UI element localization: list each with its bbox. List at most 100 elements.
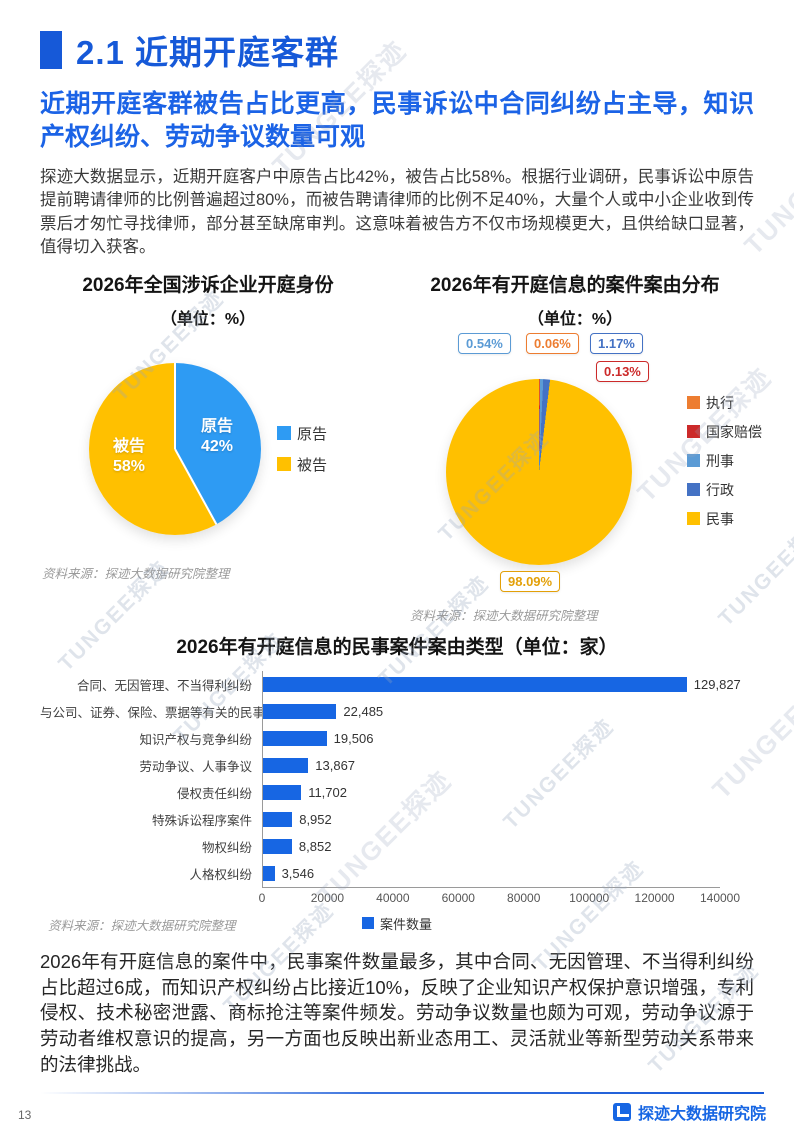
- bar-chart-title: 2026年有开庭信息的民事案件案由类型（单位：家）: [176, 636, 618, 658]
- tungee-logo-icon: [612, 1103, 631, 1121]
- bar-category-label: 知识产权与竞争纠纷: [139, 732, 252, 747]
- pie2-callout-2: 1.17%: [590, 332, 643, 354]
- legend-swatch: [687, 512, 700, 526]
- pie1-unit-label: （单位：%）: [160, 310, 256, 328]
- brand-name: 探迹大数据研究院: [637, 1106, 766, 1123]
- bar-source-note: 资料来源：探迹大数据研究院整理: [48, 918, 236, 933]
- bar-fill: [263, 811, 293, 827]
- intro-paragraph: 探迹大数据显示，近期开庭客户中原告占比42%，被告占比58%。根据行业调研，民事…: [40, 168, 754, 257]
- legend-label: 被告: [296, 456, 327, 474]
- pie2-source-note: 资料来源：探迹大数据研究院整理: [410, 608, 598, 623]
- bar-row: 劳动争议、人事争议 13,867: [40, 751, 754, 779]
- page-subtitle: 近期开庭客群被告占比更高，民事诉讼中合同纠纷占主导，知识产权纠纷、劳动争议数量可…: [40, 90, 754, 151]
- bar-track: 3,546: [262, 859, 720, 887]
- legend-label: 民事: [706, 510, 734, 527]
- bar-category-label: 特殊诉讼程序案件: [151, 813, 252, 828]
- bar-fill: [263, 703, 337, 719]
- bar-value-label: 8,952: [299, 811, 332, 827]
- legend-item-被告: 被告: [276, 454, 327, 475]
- bar-value-label: 3,546: [281, 865, 315, 881]
- bar-category-label: 人格权纠纷: [189, 867, 252, 882]
- bar-category-label: 侵权责任纠纷: [176, 786, 252, 801]
- legend-label: 执行: [706, 394, 734, 411]
- bar-fill: [263, 676, 687, 692]
- bar-chart-x-axis: 0 20000 40000 60000 80000 100000 120000 140000: [258, 886, 740, 905]
- footer-rule: [40, 1092, 764, 1094]
- bar-row: 合同、无因管理、不当得利纠纷 129,827: [40, 670, 754, 698]
- page-header: 2.1 近期开庭客群 近期开庭客群被告占比更高，民事诉讼中合同纠纷占主导，知识产…: [0, 0, 794, 154]
- bar-value-label: 11,702: [308, 784, 347, 800]
- pie2-callout-4: 98.09%: [500, 570, 561, 592]
- x-axis-tick: 80000: [507, 890, 541, 905]
- bar-value-label: 22,485: [343, 703, 384, 719]
- closing-paragraph: 2026年有开庭信息的案件中，民事案件数量最多，其中合同、无因管理、不当得利纠纷…: [40, 950, 754, 1076]
- civil-case-bar-chart-section: 2026年有开庭信息的民事案件案由类型（单位：家） 合同、无因管理、不当得利纠纷…: [40, 632, 754, 935]
- brand-block: 探迹大数据研究院: [612, 1100, 766, 1124]
- legend-item-执行: 执行: [687, 393, 762, 413]
- legend-item-行政: 行政: [687, 480, 762, 500]
- pie-charts-section: 2026年全国涉诉企业开庭身份 （单位：%） 原告 42% 被告 58% 原告被…: [32, 270, 766, 624]
- bar-category-label: 劳动争议、人事争议: [139, 759, 252, 774]
- legend-label: 原告: [296, 425, 327, 443]
- bar-row: 知识产权与竞争纠纷 19,506: [40, 724, 754, 752]
- pie1-legend: 原告 被告: [276, 423, 327, 475]
- pie1-title: 2026年全国涉诉企业开庭身份: [82, 274, 334, 296]
- bar-row: 与公司、证券、保险、票据等有关的民事纠纷 22,485: [40, 697, 754, 725]
- x-axis-tick: 0: [258, 890, 266, 905]
- pie2-callout-0: 0.54%: [458, 332, 511, 354]
- bar-row: 特殊诉讼程序案件 8,952: [40, 805, 754, 833]
- legend-label: 国家赔偿: [706, 423, 762, 440]
- legend-item-国家赔偿: 国家赔偿: [687, 422, 762, 442]
- legend-item-刑事: 刑事: [687, 451, 762, 471]
- pie2-callout-3: 0.13%: [596, 360, 649, 382]
- page-number: 13: [18, 1108, 32, 1122]
- pie2-unit-label: （单位：%）: [527, 310, 623, 328]
- pie2-plot-area: 执行国家赔偿刑事行政民事 0.54% 0.06% 1.17% 0.13% 98.09%: [384, 332, 766, 601]
- x-axis-tick: 60000: [441, 890, 475, 905]
- case-cause-pie-chart: [446, 378, 632, 565]
- identity-pie-block: 2026年全国涉诉企业开庭身份 （单位：%） 原告 42% 被告 58% 原告被…: [32, 270, 384, 624]
- x-axis-tick: 100000: [569, 890, 610, 905]
- bar-fill: [263, 784, 302, 800]
- bar-fill: [263, 838, 292, 854]
- bar-category-label: 合同、无因管理、不当得利纠纷: [76, 678, 252, 693]
- pie2-callout-1: 0.06%: [526, 332, 579, 354]
- pie2-legend: 执行国家赔偿刑事行政民事: [687, 393, 762, 529]
- bar-row: 物权纠纷 8,852: [40, 832, 754, 860]
- legend-swatch: [687, 396, 700, 410]
- legend-swatch: [276, 426, 291, 441]
- bar-value-label: 129,827: [693, 676, 741, 692]
- bar-track: 11,702: [262, 778, 720, 806]
- bar-row: 侵权责任纠纷 11,702: [40, 778, 754, 806]
- legend-swatch: [276, 457, 291, 472]
- x-axis-tick: 20000: [310, 890, 345, 905]
- plaintiff-defendant-pie-chart: 原告 42% 被告 58%: [88, 362, 261, 535]
- x-axis-tick: 120000: [634, 890, 675, 905]
- bar-value-label: 8,852: [298, 838, 332, 854]
- bar-track: 22,485: [262, 697, 720, 725]
- legend-swatch: [687, 454, 700, 468]
- bar-row: 人格权纠纷 3,546: [40, 859, 754, 887]
- bar-track: 19,506: [262, 724, 720, 752]
- bar-chart-footer: 资料来源：探迹大数据研究院整理 案件数量: [40, 913, 754, 935]
- bar-chart-legend: 案件数量: [361, 914, 433, 933]
- x-axis-tick: 40000: [376, 890, 410, 905]
- bar-category-label: 与公司、证券、保险、票据等有关的民事纠纷: [40, 705, 262, 720]
- bar-value-label: 19,506: [333, 730, 374, 746]
- page-footer: 13 探迹大数据研究院: [0, 1092, 794, 1126]
- cause-distribution-pie-block: 2026年有开庭信息的案件案由分布 （单位：%） 执行国家赔偿刑事行政民事 0.…: [384, 270, 766, 624]
- legend-label: 行政: [706, 481, 734, 498]
- bar-track: 8,952: [262, 805, 720, 833]
- legend-swatch: [687, 483, 700, 497]
- bar-legend-label: 案件数量: [379, 916, 433, 932]
- bar-chart: 合同、无因管理、不当得利纠纷 129,827 与公司、证券、保险、票据等有关的民事纠…: [40, 670, 754, 887]
- x-axis-tick: 140000: [699, 890, 741, 905]
- pie2-title: 2026年有开庭信息的案件案由分布: [430, 274, 720, 296]
- pie1-defendant-data-label: 被告 58%: [112, 437, 145, 476]
- bar-category-label: 物权纠纷: [201, 840, 252, 855]
- bar-track: 129,827: [262, 670, 741, 698]
- legend-item-原告: 原告: [276, 423, 327, 444]
- pie1-source-note: 资料来源：探迹大数据研究院整理: [42, 566, 230, 581]
- legend-item-民事: 民事: [687, 509, 762, 529]
